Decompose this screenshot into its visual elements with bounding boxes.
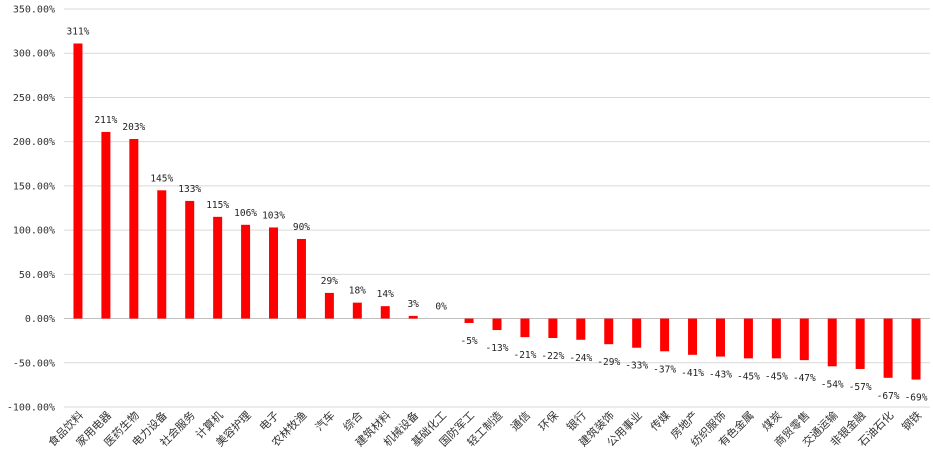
data-label: -21% [513,350,536,361]
data-label: 18% [349,286,366,297]
x-category-label: 汽车 [312,408,337,433]
bar [911,318,921,380]
bar [157,190,167,319]
bar [660,318,670,352]
data-label: -33% [625,361,648,372]
data-label: 145% [150,173,173,184]
data-label: -5% [460,336,477,347]
bar [269,227,279,319]
data-label: -43% [709,370,732,381]
bar [548,318,558,339]
x-category-label: 银行 [563,408,588,433]
bar [101,131,111,319]
y-tick-label: -100.00% [7,403,55,414]
bar [715,318,725,357]
x-category-label: 通信 [508,409,533,434]
data-label: 14% [377,289,394,300]
bar [129,139,139,319]
data-label: -45% [765,371,788,382]
bar [213,216,223,319]
x-category-label: 传媒 [648,409,673,434]
x-category-label: 环保 [536,408,561,433]
data-label: -37% [653,364,676,375]
y-tick-label: 50.00% [19,270,55,281]
data-label: 311% [67,26,90,37]
data-label: -67% [877,391,900,402]
bar [352,302,362,319]
data-label: 0% [435,302,447,313]
data-label: -54% [821,379,844,390]
data-label: 106% [234,208,257,219]
y-tick-label: 200.00% [13,137,55,148]
bar [464,318,474,323]
data-label: -13% [486,343,509,354]
bar [520,318,530,338]
y-axis-tick-labels: 350.00% 300.00% 250.00% 200.00% 150.00% 100.0… [7,5,55,414]
x-category-label: 综合 [340,408,365,433]
gridlines [64,8,930,408]
bar [73,43,83,319]
bar [241,224,251,319]
bars [73,43,921,380]
data-label: 3% [407,299,419,310]
bar [743,318,753,359]
data-label: -45% [737,371,760,382]
data-label: 29% [321,276,338,287]
y-tick-label: 0.00% [25,314,55,325]
data-label: -24% [569,353,592,364]
y-tick-label: -50.00% [13,358,55,369]
data-label: -41% [681,368,704,379]
data-labels: 311% 211% 203% 145% 133% 115% 106% 103% 90% 29% 18… [67,26,928,403]
bar [324,292,334,319]
data-label: -47% [793,373,816,384]
bar [576,318,586,340]
x-category-label: 钢铁 [899,409,924,434]
y-tick-label: 250.00% [13,93,55,104]
data-label: -29% [597,357,620,368]
x-category-label: 电子 [257,409,282,434]
data-label: 115% [206,200,229,211]
data-label: 133% [178,184,201,195]
bar [688,318,698,355]
bar [296,238,306,319]
bar [408,315,418,319]
y-tick-label: 100.00% [13,226,55,237]
bar [827,318,837,367]
bar [799,318,809,361]
bar [632,318,642,348]
data-label: 90% [293,222,310,233]
data-label: 103% [262,210,285,221]
data-label: 203% [122,122,145,133]
y-tick-label: 350.00% [13,5,55,16]
bar [855,318,865,369]
bar [185,200,195,319]
bar [380,306,390,319]
bar [883,318,893,378]
bar [492,318,502,331]
bar [604,318,614,345]
data-label: -57% [849,382,872,393]
data-label: -69% [905,393,928,404]
bar [771,318,781,359]
y-tick-label: 300.00% [13,49,55,60]
x-category-label: 煤炭 [760,409,785,434]
data-label: -22% [541,351,564,362]
y-tick-label: 150.00% [13,181,55,192]
data-label: 211% [94,115,117,126]
